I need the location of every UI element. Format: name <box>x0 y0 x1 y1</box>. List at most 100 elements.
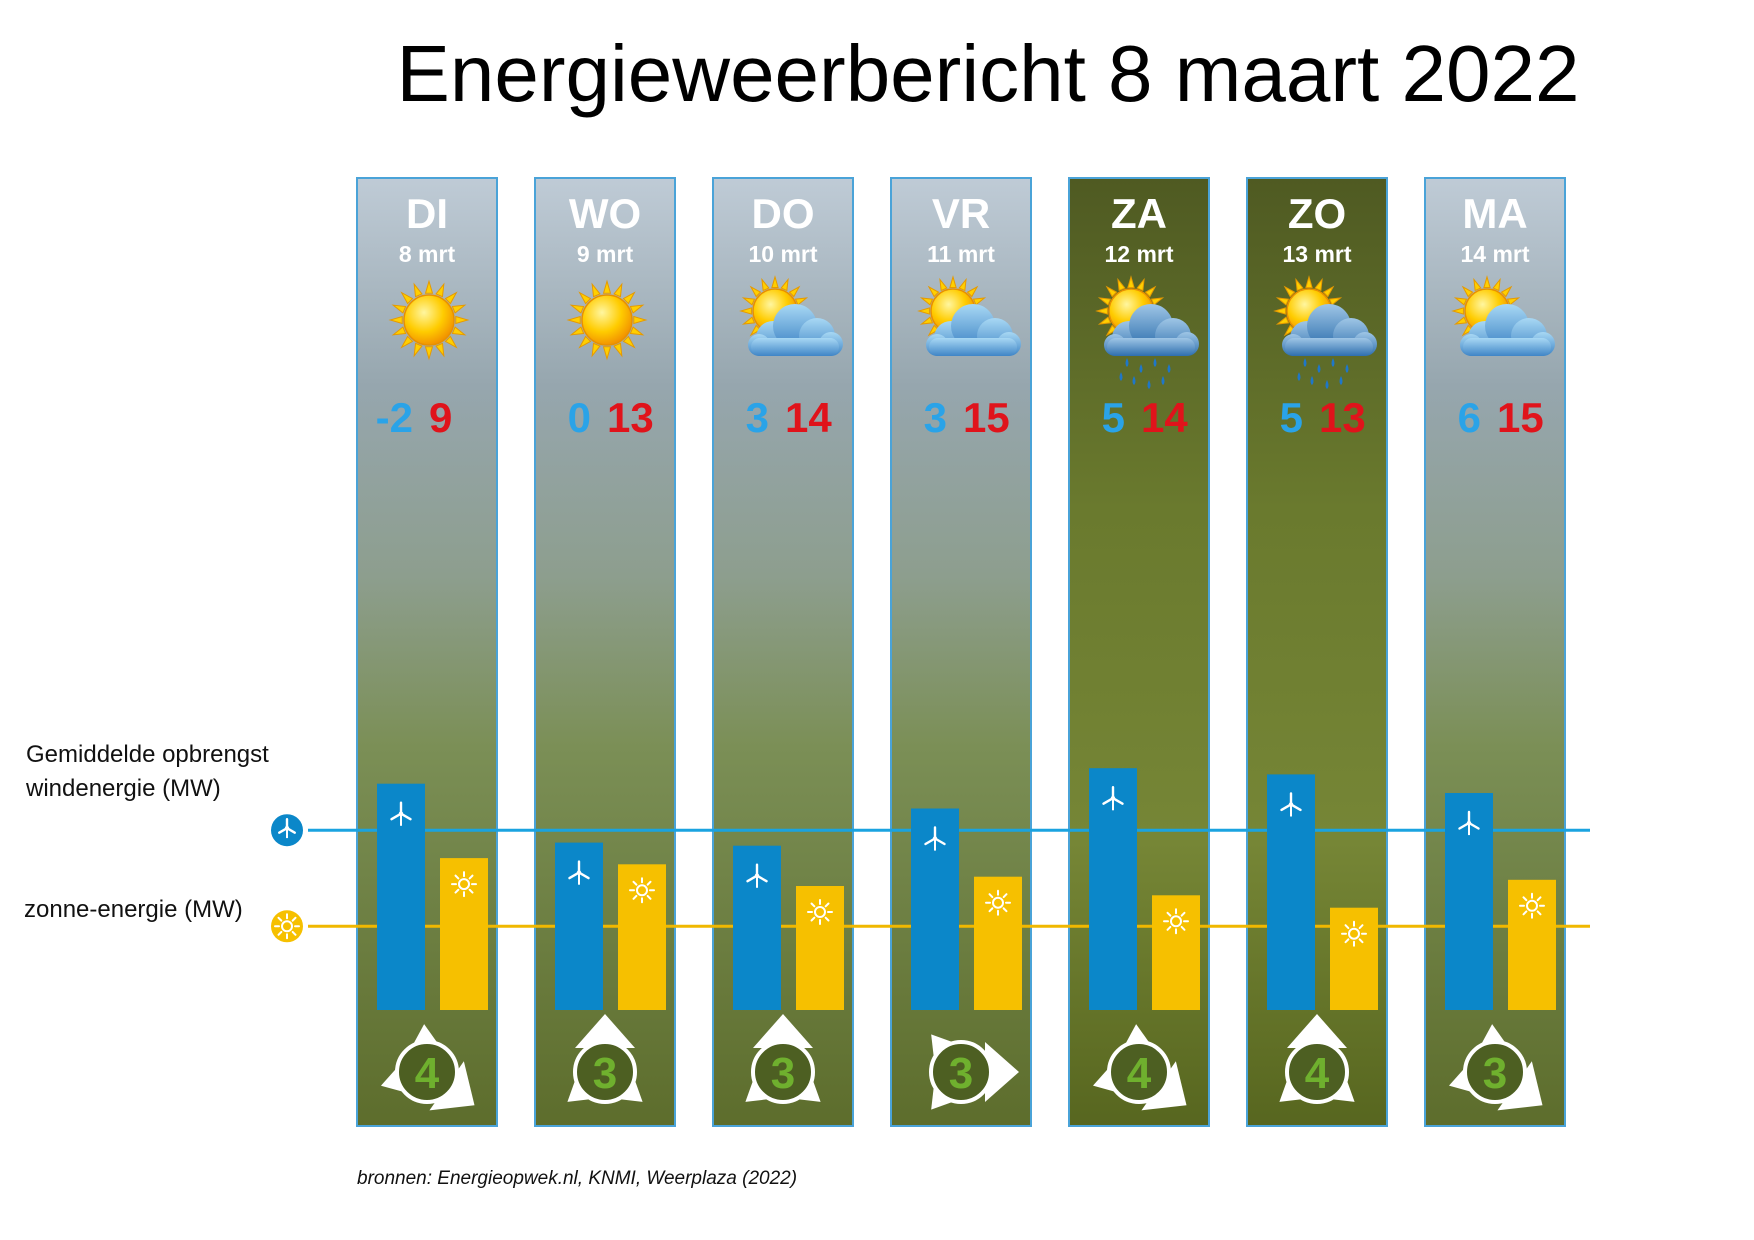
solar-legend-label: zonne-energie (MW) <box>24 896 243 923</box>
mini-sun-ray <box>454 888 460 894</box>
mini-sun-ray <box>632 894 638 900</box>
sun-ray <box>591 282 601 298</box>
wind-turbine-icon <box>746 863 768 888</box>
rain-drop <box>1297 372 1301 381</box>
mini-sun-ray <box>1002 907 1008 913</box>
sun-ray <box>1506 297 1521 306</box>
min-temperature: 3 <box>924 394 947 441</box>
day-name: MA <box>1462 190 1527 237</box>
sun-ray <box>602 279 612 294</box>
wind-turbine-icon <box>278 818 296 839</box>
sun-ray <box>400 335 414 349</box>
mini-sun-ray <box>988 907 994 913</box>
sun-icon <box>274 913 300 940</box>
max-temperature: 9 <box>429 394 452 441</box>
rain-drop <box>1325 380 1329 389</box>
sun-ray <box>569 304 585 314</box>
mini-sun-ray <box>468 888 474 894</box>
sun-ray <box>391 304 407 314</box>
sun-ray <box>741 297 756 306</box>
day-date: 10 mrt <box>748 241 817 267</box>
wind-legend-icon <box>271 814 303 847</box>
solar-energy-bar <box>1508 879 1556 1010</box>
sun-icon <box>985 889 1011 916</box>
turbine-hub <box>1466 820 1472 826</box>
max-temperature: 15 <box>1497 394 1544 441</box>
sun-ray <box>613 282 623 298</box>
sun-ray <box>622 335 636 349</box>
wind-force-value: 3 <box>949 1049 973 1098</box>
sun-ray <box>1314 277 1323 292</box>
turbine-hub <box>932 836 938 841</box>
day-name: WO <box>569 190 641 237</box>
wind-force-badge: 3 <box>745 1014 821 1104</box>
mini-sun-ray <box>1522 910 1528 916</box>
wind-force-value: 3 <box>1483 1049 1507 1098</box>
sun-ray <box>1117 277 1126 292</box>
sun-ray <box>602 346 612 361</box>
mini-sun-ray <box>988 893 994 899</box>
weather-sun-icon <box>388 279 470 361</box>
sun-ray <box>919 297 934 306</box>
wind-force-badge: 4 <box>1092 1024 1187 1111</box>
sun-ray <box>1451 307 1464 315</box>
mini-sun-ray <box>1358 924 1364 930</box>
mini-sun-ray <box>1180 925 1186 931</box>
mini-sun-ray <box>810 916 816 922</box>
sun-ray <box>966 285 979 298</box>
rain-drop <box>1147 380 1151 389</box>
mini-sun-ray <box>1522 896 1528 902</box>
sun-ray <box>1453 297 1468 306</box>
mini-sun-ray <box>291 930 297 936</box>
mini-sun-disc <box>1526 899 1538 912</box>
bar-group-zo <box>1267 774 1378 1010</box>
mini-sun-ray <box>1536 910 1542 916</box>
sun-ray <box>413 282 423 298</box>
bar-group-vr <box>911 808 1022 1010</box>
wind-turbine-icon <box>1280 792 1302 817</box>
wind-legend-label: Gemiddelde opbrengst windenergie (MW) <box>26 738 269 806</box>
rain-drop <box>1167 364 1171 373</box>
cloud-base <box>1285 338 1373 356</box>
rain-drop <box>1331 358 1335 367</box>
sun-ray <box>794 297 809 306</box>
turbine-hub <box>1110 796 1116 801</box>
sun-ray <box>1095 307 1108 315</box>
sun-ray <box>413 342 423 358</box>
day-date: 13 mrt <box>1282 241 1351 267</box>
mini-sun-ray <box>1180 911 1186 917</box>
sun-ray <box>1144 285 1157 298</box>
sun-ray <box>1328 297 1343 306</box>
sun-ray <box>1136 277 1145 292</box>
wind-force-circle <box>929 1040 993 1104</box>
max-temperature: 14 <box>785 394 832 441</box>
bar-group-di <box>377 783 488 1010</box>
sun-ray <box>444 291 458 305</box>
bar-group-za <box>1089 768 1200 1010</box>
turbine-hub <box>284 826 290 831</box>
wind-force-badge: 3 <box>567 1014 643 1104</box>
wind-turbine-icon <box>924 826 946 851</box>
sun-ray <box>1105 324 1118 337</box>
sun-ray <box>613 342 623 358</box>
sun-icon <box>1341 920 1367 947</box>
solar-energy-bar <box>1152 895 1200 1010</box>
day-name: DO <box>752 190 815 237</box>
sun-ray <box>749 324 762 337</box>
weather-sun-cloud-icon <box>1451 275 1555 356</box>
min-temperature: -2 <box>376 394 413 441</box>
cloud-icon <box>926 304 1021 356</box>
sun-ray <box>424 279 434 294</box>
max-temperature: 14 <box>1141 394 1188 441</box>
wind-legend-line1: Gemiddelde opbrengst <box>26 741 269 768</box>
min-temperature: 5 <box>1102 394 1125 441</box>
cloud-base <box>1463 338 1551 356</box>
rain-drop <box>1139 364 1143 373</box>
wind-direction-arrow <box>985 1042 1019 1102</box>
wind-force-value: 3 <box>771 1049 795 1098</box>
sun-ray <box>1295 277 1304 292</box>
rain-drop <box>1303 358 1307 367</box>
sun-ray <box>391 326 407 336</box>
rain-drop <box>1345 364 1349 373</box>
mini-sun-disc <box>458 878 470 891</box>
